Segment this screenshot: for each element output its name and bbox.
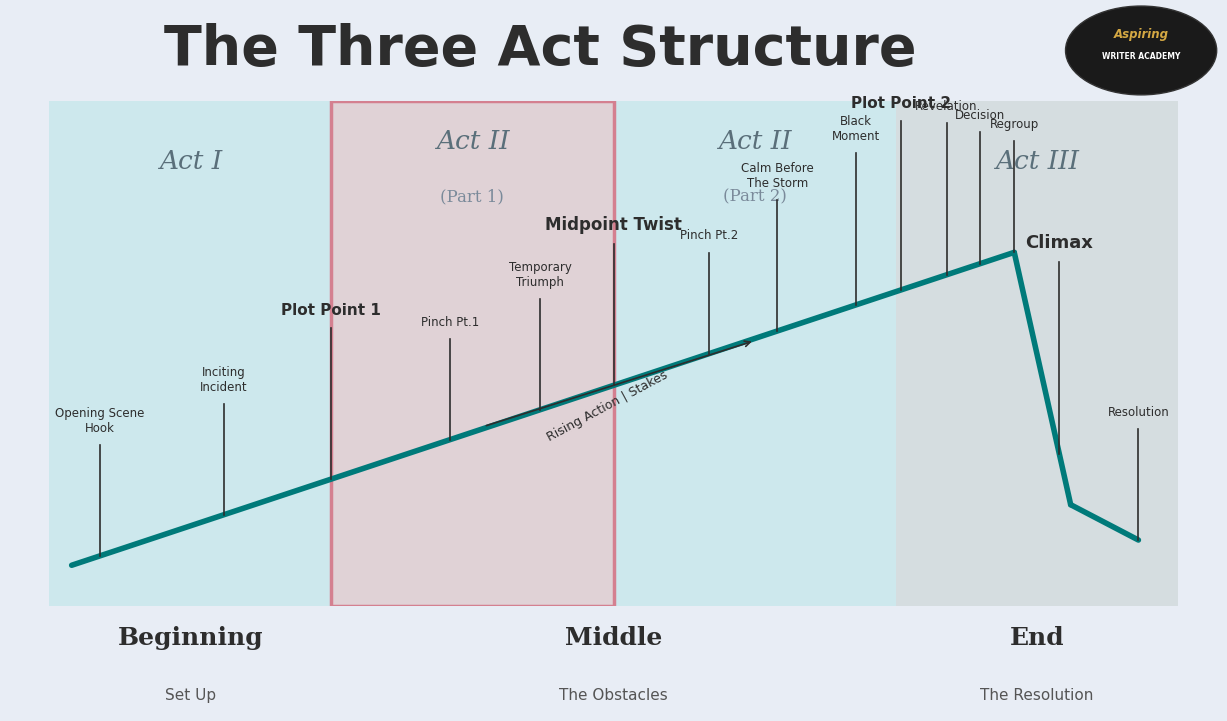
Bar xyxy=(331,101,614,606)
Text: Beginning: Beginning xyxy=(118,626,263,650)
Text: Opening Scene
Hook: Opening Scene Hook xyxy=(55,407,145,435)
Text: (Part 2): (Part 2) xyxy=(723,188,787,205)
Text: Act II: Act II xyxy=(718,129,791,154)
Text: Act II: Act II xyxy=(436,129,509,154)
Text: Set Up: Set Up xyxy=(164,688,216,703)
Text: Revelation: Revelation xyxy=(915,100,978,113)
Bar xyxy=(331,101,614,606)
Text: Act III: Act III xyxy=(995,149,1079,174)
Bar xyxy=(49,101,331,606)
Text: Calm Before
The Storm: Calm Before The Storm xyxy=(741,162,814,190)
Text: The Resolution: The Resolution xyxy=(980,688,1093,703)
Bar xyxy=(331,101,614,606)
Text: Pinch Pt.2: Pinch Pt.2 xyxy=(680,229,739,242)
Text: Decision: Decision xyxy=(956,110,1005,123)
Text: WRITER ACADEMY: WRITER ACADEMY xyxy=(1102,52,1180,61)
Text: Inciting
Incident: Inciting Incident xyxy=(200,366,248,394)
Ellipse shape xyxy=(1065,6,1217,95)
Text: The Three Act Structure: The Three Act Structure xyxy=(163,24,917,77)
Bar xyxy=(614,101,896,606)
Text: The Obstacles: The Obstacles xyxy=(560,688,667,703)
Text: Temporary
Triumph: Temporary Triumph xyxy=(509,260,572,288)
Text: Aspiring: Aspiring xyxy=(1114,28,1168,41)
Text: Black
Moment: Black Moment xyxy=(832,115,880,143)
Text: Climax: Climax xyxy=(1026,234,1093,252)
Text: Regroup: Regroup xyxy=(990,118,1039,131)
Text: Rising Action | Stakes: Rising Action | Stakes xyxy=(545,368,670,444)
Bar xyxy=(896,101,1178,606)
Text: Plot Point 1: Plot Point 1 xyxy=(281,303,382,317)
Text: Midpoint Twist: Midpoint Twist xyxy=(545,216,682,234)
Text: End: End xyxy=(1010,626,1064,650)
Text: Middle: Middle xyxy=(564,626,663,650)
Text: Plot Point 2: Plot Point 2 xyxy=(852,96,951,111)
Text: Resolution: Resolution xyxy=(1108,406,1169,419)
Text: (Part 1): (Part 1) xyxy=(440,188,504,205)
Text: Act I: Act I xyxy=(158,149,222,174)
Text: Pinch Pt.1: Pinch Pt.1 xyxy=(421,316,479,329)
